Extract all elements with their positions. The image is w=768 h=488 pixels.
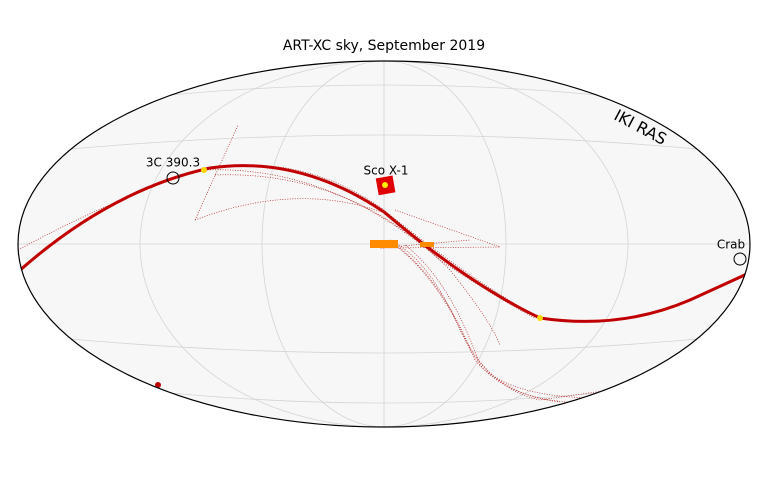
- exposure-patch: [420, 242, 434, 247]
- source-label: Crab: [717, 238, 745, 252]
- track: [379, 209, 501, 249]
- marker: [201, 167, 207, 173]
- parallel: [59, 337, 709, 354]
- source-marker: [166, 171, 180, 185]
- source-marker: [733, 252, 747, 266]
- source-label: Sco X-1: [364, 164, 409, 178]
- marker: [537, 315, 543, 321]
- parallel: [169, 392, 599, 404]
- exposure-patch: [155, 382, 161, 388]
- track: [394, 244, 561, 403]
- source-marker: [382, 182, 388, 188]
- track: [404, 244, 581, 404]
- sky-border: [17, 60, 751, 428]
- main-track: [18, 164, 750, 323]
- parallel: [169, 84, 599, 96]
- source-label: 3C 390.3: [146, 156, 200, 170]
- track: [389, 239, 611, 401]
- map-title: ART-XC sky, September 2019: [283, 38, 485, 54]
- parallel: [59, 134, 709, 151]
- grid: [18, 61, 750, 427]
- exposure-patch: [370, 240, 398, 248]
